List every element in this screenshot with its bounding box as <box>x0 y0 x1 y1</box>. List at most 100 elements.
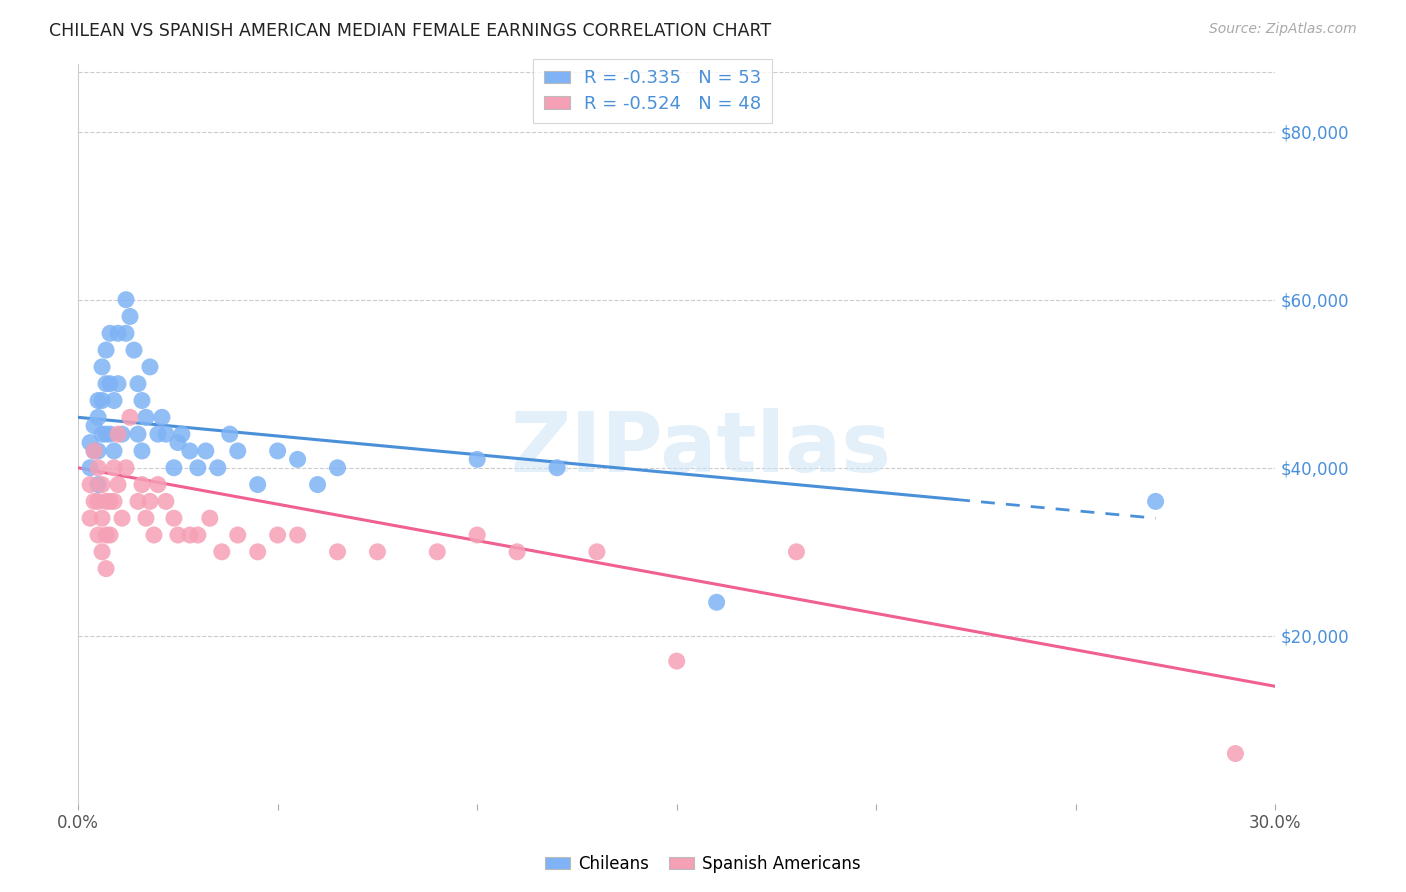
Point <box>179 444 201 458</box>
Point <box>115 460 138 475</box>
Point <box>87 494 110 508</box>
Point <box>326 460 349 475</box>
Point <box>506 545 529 559</box>
Point <box>287 452 309 467</box>
Point <box>155 427 177 442</box>
Point <box>246 545 269 559</box>
Point <box>107 427 129 442</box>
Point <box>103 460 125 475</box>
Point <box>111 427 134 442</box>
Point <box>87 528 110 542</box>
Point <box>115 293 138 307</box>
Point <box>83 444 105 458</box>
Point <box>115 326 138 341</box>
Point <box>127 427 149 442</box>
Point <box>122 343 145 357</box>
Point <box>91 427 114 442</box>
Point <box>98 427 121 442</box>
Point <box>307 477 329 491</box>
Point <box>87 444 110 458</box>
Point <box>118 310 141 324</box>
Point <box>167 528 190 542</box>
Point <box>146 427 169 442</box>
Point <box>226 444 249 458</box>
Point <box>94 343 117 357</box>
Point <box>87 393 110 408</box>
Point <box>546 460 568 475</box>
Point <box>79 477 101 491</box>
Point <box>266 528 288 542</box>
Point <box>179 528 201 542</box>
Point <box>139 359 162 374</box>
Point <box>146 477 169 491</box>
Point <box>94 427 117 442</box>
Point <box>246 477 269 491</box>
Point <box>83 444 105 458</box>
Text: CHILEAN VS SPANISH AMERICAN MEDIAN FEMALE EARNINGS CORRELATION CHART: CHILEAN VS SPANISH AMERICAN MEDIAN FEMAL… <box>49 22 772 40</box>
Point <box>83 494 105 508</box>
Point <box>91 511 114 525</box>
Point <box>103 494 125 508</box>
Point <box>135 410 157 425</box>
Point <box>706 595 728 609</box>
Point <box>91 393 114 408</box>
Point <box>94 561 117 575</box>
Point <box>107 326 129 341</box>
Point <box>111 511 134 525</box>
Point <box>167 435 190 450</box>
Point <box>142 528 165 542</box>
Point <box>163 460 186 475</box>
Text: ZIPatlas: ZIPatlas <box>510 409 891 490</box>
Point <box>266 444 288 458</box>
Point <box>127 494 149 508</box>
Point <box>87 477 110 491</box>
Point <box>83 418 105 433</box>
Point <box>91 477 114 491</box>
Point <box>103 444 125 458</box>
Point <box>426 545 449 559</box>
Point <box>586 545 609 559</box>
Point <box>91 359 114 374</box>
Point <box>187 460 209 475</box>
Point <box>198 511 221 525</box>
Point <box>226 528 249 542</box>
Point <box>127 376 149 391</box>
Point <box>79 435 101 450</box>
Point <box>287 528 309 542</box>
Point <box>107 477 129 491</box>
Point <box>98 528 121 542</box>
Point <box>218 427 240 442</box>
Point <box>87 410 110 425</box>
Point <box>98 326 121 341</box>
Point <box>187 528 209 542</box>
Text: Source: ZipAtlas.com: Source: ZipAtlas.com <box>1209 22 1357 37</box>
Point <box>207 460 229 475</box>
Point <box>131 444 153 458</box>
Point <box>211 545 233 559</box>
Point <box>94 528 117 542</box>
Point <box>150 410 173 425</box>
Point <box>79 460 101 475</box>
Point <box>155 494 177 508</box>
Point <box>79 511 101 525</box>
Point <box>103 393 125 408</box>
Point <box>326 545 349 559</box>
Point <box>139 494 162 508</box>
Point <box>131 393 153 408</box>
Point <box>1225 747 1247 761</box>
Legend: Chileans, Spanish Americans: Chileans, Spanish Americans <box>538 848 868 880</box>
Point <box>465 452 488 467</box>
Point <box>163 511 186 525</box>
Point <box>1144 494 1167 508</box>
Legend: R = -0.335   N = 53, R = -0.524   N = 48: R = -0.335 N = 53, R = -0.524 N = 48 <box>533 59 772 123</box>
Point <box>91 545 114 559</box>
Point <box>135 511 157 525</box>
Point <box>366 545 388 559</box>
Point <box>465 528 488 542</box>
Point <box>194 444 217 458</box>
Point <box>665 654 688 668</box>
Point <box>131 477 153 491</box>
Point <box>98 494 121 508</box>
Point <box>98 376 121 391</box>
Point <box>785 545 807 559</box>
